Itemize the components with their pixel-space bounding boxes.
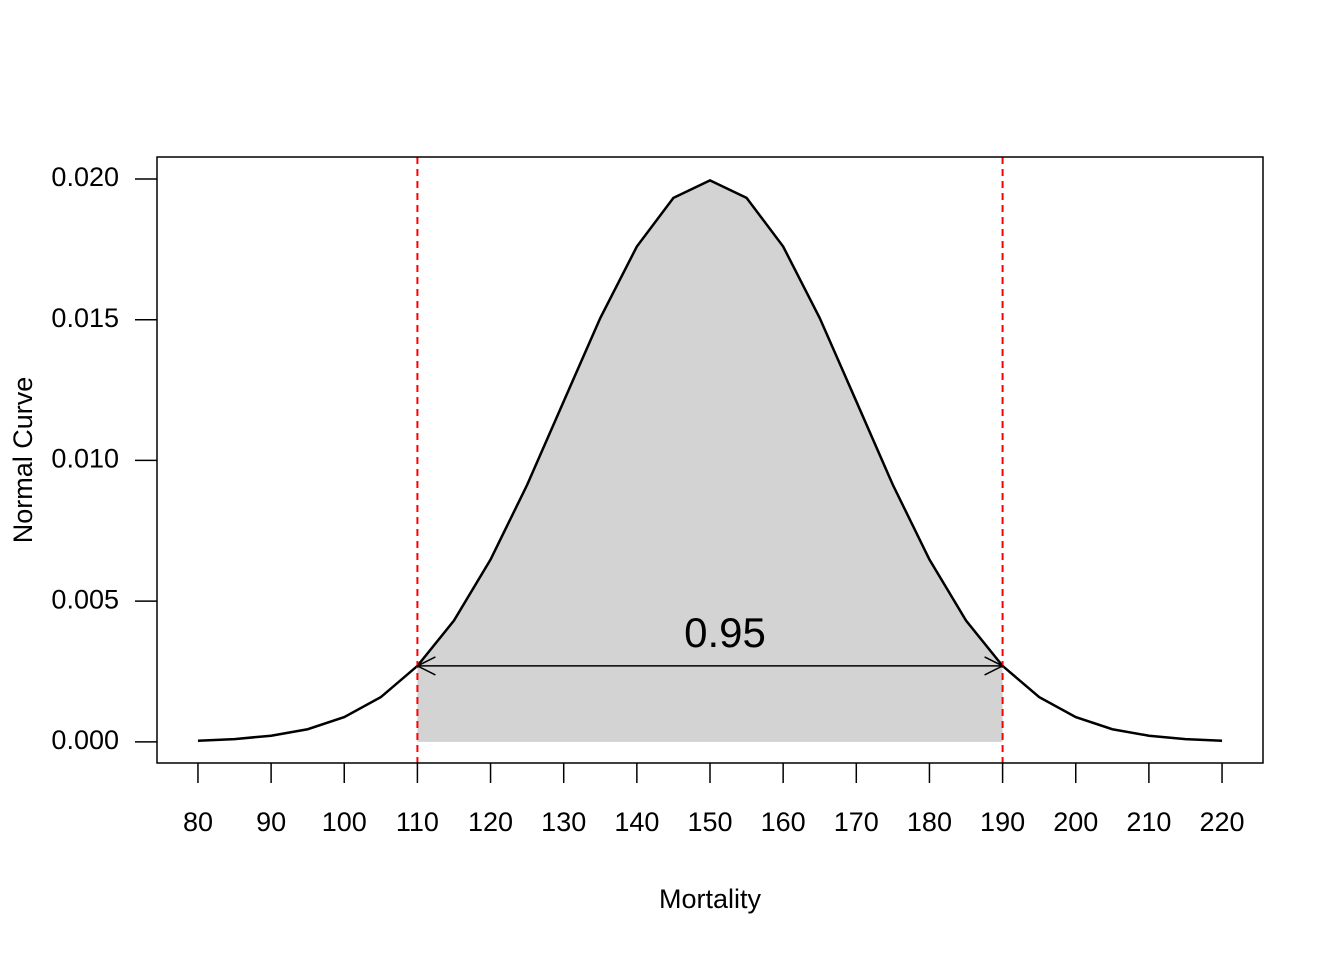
x-tick-label: 90 (256, 807, 286, 837)
x-tick-label: 170 (834, 807, 879, 837)
x-tick-label: 200 (1053, 807, 1098, 837)
x-tick-label: 160 (761, 807, 806, 837)
y-tick-label: 0.020 (51, 162, 119, 192)
x-tick-label: 150 (687, 807, 732, 837)
arrow (415, 656, 1005, 676)
x-tick-label: 180 (907, 807, 952, 837)
y-tick-label: 0.005 (51, 584, 119, 614)
shaded-area (417, 180, 1003, 742)
annotation: 0.95 (684, 609, 766, 656)
x-tick-label: 190 (980, 807, 1025, 837)
x-tick-label: 100 (322, 807, 367, 837)
y-tick-label: 0.000 (51, 725, 119, 755)
x-axis-label: Mortality (659, 884, 762, 914)
y-tick-label: 0.010 (51, 444, 119, 474)
x-tick-label: 220 (1200, 807, 1245, 837)
y-tick-label: 0.015 (51, 303, 119, 333)
x-tick-label: 80 (183, 807, 213, 837)
x-tick-label: 210 (1126, 807, 1171, 837)
curve (197, 178, 1223, 743)
x-tick-label: 130 (541, 807, 586, 837)
x-tick-label: 140 (614, 807, 659, 837)
x-tick-label: 120 (468, 807, 513, 837)
x-tick-label: 110 (396, 807, 439, 837)
y-axis-label: Normal Curve (8, 377, 38, 544)
